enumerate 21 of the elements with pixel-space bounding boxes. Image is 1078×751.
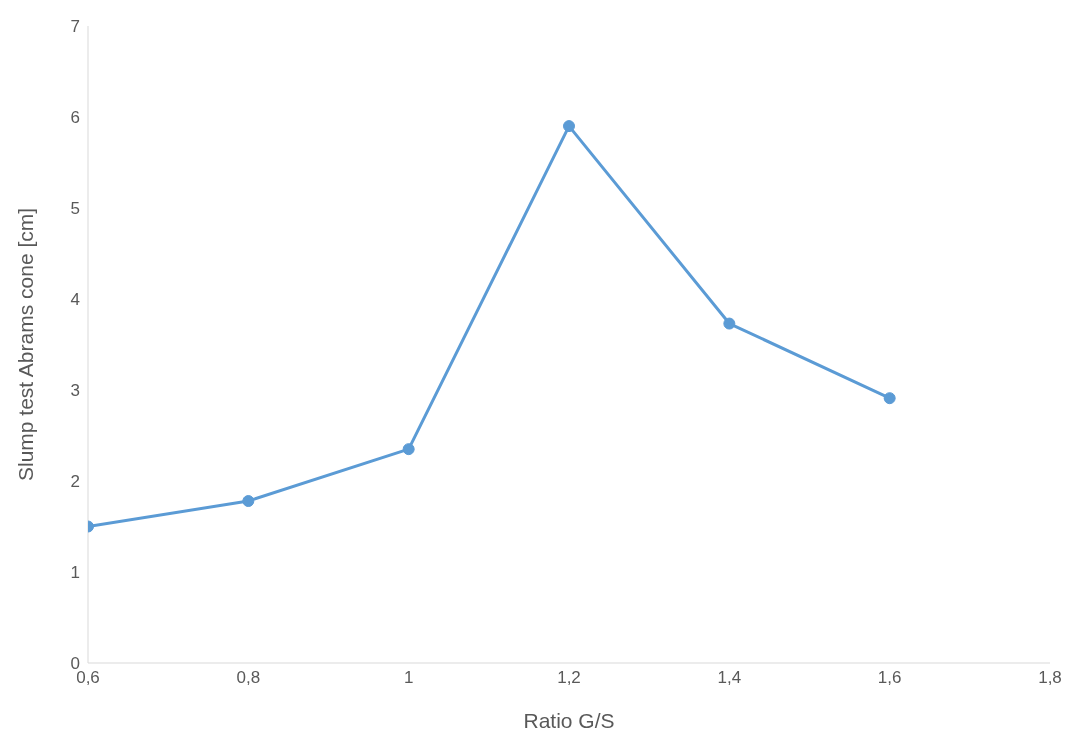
- point: [563, 120, 575, 133]
- x-tick-label: 0,8: [236, 668, 261, 688]
- x-tick-label: 0,6: [76, 668, 100, 688]
- y-tick-label: 3: [70, 381, 80, 401]
- y-axis-title: Slump test Abrams cone [cm]: [14, 207, 38, 482]
- y-tick-label: 7: [70, 17, 80, 37]
- point: [402, 443, 415, 456]
- x-axis-title: Ratio G/S: [523, 709, 615, 732]
- y-tick-label: 2: [70, 472, 80, 492]
- y-tick-label: 1: [70, 563, 80, 583]
- x-tick-label: 1,2: [557, 668, 581, 688]
- point: [723, 317, 736, 330]
- y-tick-label: 5: [70, 199, 80, 219]
- x-tick-label: 1,6: [877, 668, 902, 688]
- x-tick-label: 1,8: [1038, 668, 1062, 688]
- y-tick-label: 4: [70, 290, 80, 310]
- x-tick-label: 1,4: [717, 668, 742, 688]
- x-tick-label: 1: [403, 668, 414, 688]
- point: [242, 495, 255, 508]
- y-tick-label: 6: [70, 108, 80, 128]
- point: [883, 392, 896, 405]
